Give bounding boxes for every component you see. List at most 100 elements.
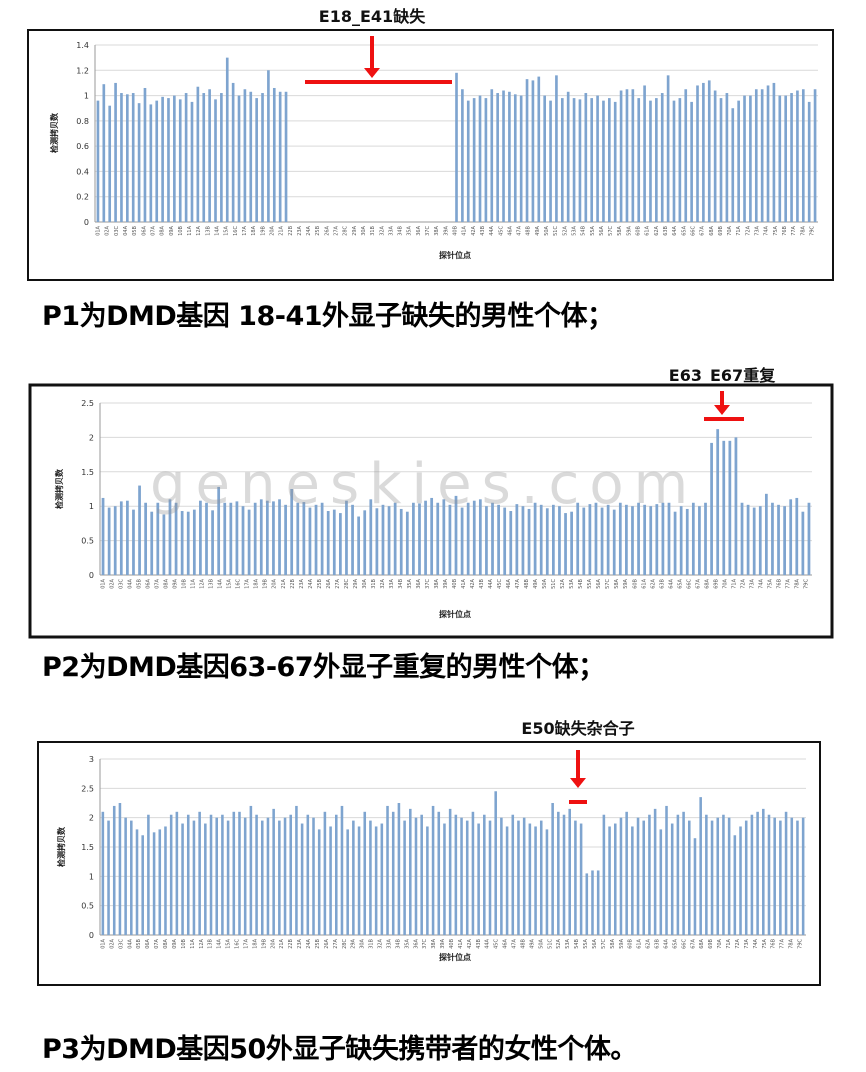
x-tick-label: 26A: [324, 225, 330, 235]
bar: [590, 98, 594, 222]
bar: [141, 835, 144, 935]
bar: [150, 511, 154, 575]
x-tick-label: 32A: [380, 578, 386, 588]
x-tick-label: 41A: [458, 938, 464, 948]
x-tick-label: 60B: [632, 578, 638, 588]
bar: [231, 82, 235, 223]
bar: [796, 820, 799, 935]
bar: [783, 506, 786, 575]
bar: [478, 499, 482, 575]
bar: [558, 506, 561, 575]
x-tick-label: 66C: [690, 225, 696, 235]
x-tick-label: 26A: [326, 578, 332, 588]
x-tick-label: 30A: [360, 938, 366, 948]
bar: [560, 98, 564, 222]
x-tick-label: 57C: [605, 578, 611, 588]
bar: [332, 509, 336, 575]
bar: [557, 811, 560, 935]
x-tick-label: 77A: [780, 938, 786, 948]
bar: [198, 811, 201, 935]
x-tick-label: 09A: [172, 938, 178, 948]
bar: [101, 497, 105, 575]
x-tick-label: 66C: [686, 578, 692, 588]
bar: [545, 829, 549, 935]
bar: [161, 96, 164, 222]
x-tick-label: 35A: [407, 578, 413, 588]
x-tick-label: 31B: [369, 938, 375, 948]
bar: [312, 817, 315, 935]
bar: [619, 90, 623, 222]
x-tick-label: 42A: [470, 578, 476, 588]
bar: [494, 791, 497, 935]
bar: [619, 817, 623, 935]
bar: [568, 808, 571, 935]
bar: [137, 103, 141, 222]
bar: [225, 57, 229, 222]
bar: [649, 506, 653, 575]
x-tick-label: 53A: [565, 938, 571, 948]
x-tick-label: 37C: [425, 225, 431, 235]
bar: [525, 79, 529, 222]
bar: [722, 814, 725, 935]
bar: [625, 89, 629, 222]
bar: [767, 814, 771, 935]
x-tick-label: 11A: [190, 938, 196, 948]
x-tick-label: 52A: [556, 938, 562, 948]
bar: [813, 89, 817, 222]
x-tick-label: 65A: [677, 578, 683, 588]
x-tick-label: 77A: [785, 578, 791, 588]
x-tick-label: 18A: [251, 225, 257, 235]
bar: [564, 513, 567, 575]
bar: [156, 502, 160, 575]
x-tick-label: 23A: [299, 578, 305, 588]
bar: [131, 93, 135, 222]
y-tick-label: 0: [89, 931, 94, 940]
x-tick-label: 39A: [443, 578, 449, 588]
bar: [585, 873, 589, 935]
bar: [594, 502, 598, 575]
bar: [175, 811, 179, 935]
x-tick-label: 02A: [109, 938, 115, 948]
bar: [511, 814, 515, 935]
bar: [739, 826, 742, 935]
chart-1-caption: P1为DMD基因 18-41外显子缺失的男性个体；: [42, 301, 614, 332]
x-tick-label: 70A: [727, 225, 733, 235]
bar: [295, 805, 298, 935]
bar: [509, 511, 513, 575]
bar: [688, 820, 691, 935]
x-tick-label: 64A: [672, 225, 678, 235]
bar: [229, 502, 233, 575]
bar: [625, 811, 628, 935]
bar: [237, 95, 241, 222]
bar: [490, 89, 494, 222]
bar: [699, 797, 702, 935]
x-tick-label: 32A: [378, 938, 384, 948]
bar: [314, 504, 318, 575]
x-tick-label: 02A: [110, 578, 116, 588]
bar: [329, 826, 332, 935]
x-tick-label: 59A: [626, 225, 632, 235]
bar: [243, 817, 247, 935]
bar: [436, 502, 440, 575]
bar: [381, 504, 385, 575]
bar: [643, 85, 646, 223]
bar: [796, 90, 799, 222]
x-tick-label: 70A: [717, 938, 723, 948]
x-tick-label: 08A: [164, 578, 170, 588]
x-axis-label: 探针位点: [439, 952, 471, 962]
annotation-label: E63_E67重复: [669, 366, 776, 385]
bar: [352, 820, 355, 935]
x-tick-label: 34B: [398, 578, 404, 588]
x-tick-label: 60B: [628, 938, 634, 948]
bar: [107, 507, 111, 575]
bar: [208, 89, 211, 222]
bar: [306, 814, 310, 935]
bar: [716, 817, 720, 935]
bar: [426, 826, 429, 935]
bar: [472, 500, 476, 575]
bar: [655, 98, 658, 222]
bar: [108, 105, 112, 222]
x-tick-label: 77A: [791, 225, 797, 235]
bar: [393, 502, 397, 575]
bar: [460, 507, 464, 575]
